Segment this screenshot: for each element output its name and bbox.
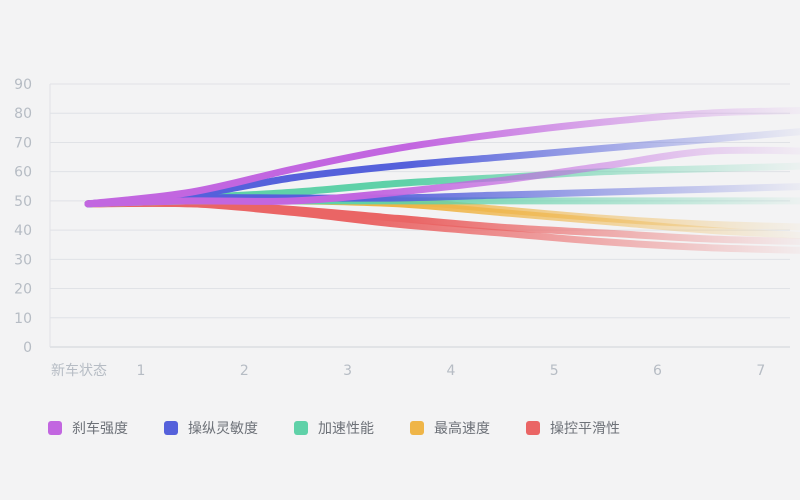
legend-label: 最高速度	[434, 421, 490, 437]
legend-label: 加速性能	[318, 421, 374, 437]
legend-item[interactable]: 最高速度	[410, 418, 490, 438]
x-tick-label: 7	[756, 363, 765, 379]
x-tick-label: 2	[240, 363, 249, 379]
y-tick-label: 30	[14, 252, 32, 268]
legend-item[interactable]: 操纵灵敏度	[164, 418, 258, 438]
x-tick-label: 4	[446, 363, 455, 379]
grid	[49, 83, 790, 348]
legend-swatch	[294, 421, 308, 435]
legend-label: 刹车强度	[72, 421, 128, 437]
y-tick-label: 20	[14, 282, 32, 298]
legend-label: 操纵灵敏度	[188, 421, 258, 437]
legend-item[interactable]: 刹车强度	[48, 418, 128, 438]
legend-item[interactable]: 操控平滑性	[526, 418, 620, 438]
series-line	[84, 107, 800, 208]
x-tick-label: 6	[653, 363, 662, 379]
y-tick-label: 0	[23, 340, 32, 356]
series-lines	[84, 107, 800, 254]
legend-label: 操控平滑性	[550, 421, 620, 437]
line-chart: 0 10 20 30 40 50 60 70 80 90 新车状态 1 2 3 4 5 6 7	[14, 77, 800, 379]
y-tick-label: 10	[14, 311, 32, 327]
y-tick-label: 80	[14, 106, 32, 122]
x-axis: 新车状态 1 2 3 4 5 6 7	[51, 362, 765, 379]
x-tick-label: 5	[550, 363, 559, 379]
y-tick-label: 50	[14, 194, 32, 210]
y-tick-label: 60	[14, 165, 32, 181]
x-tick-label: 3	[343, 363, 352, 379]
y-axis: 0 10 20 30 40 50 60 70 80 90	[14, 77, 32, 356]
legend-swatch	[48, 421, 62, 435]
y-tick-label: 40	[14, 223, 32, 239]
x-tick-label: 1	[137, 363, 146, 379]
legend-item[interactable]: 加速性能	[294, 418, 374, 438]
y-tick-label: 90	[14, 77, 32, 93]
legend-swatch	[526, 421, 540, 435]
legend-swatch	[410, 421, 424, 435]
x-tick-label: 新车状态	[51, 362, 107, 379]
series-line-secondary	[84, 146, 800, 208]
legend: 刹车强度 操纵灵敏度 加速性能 最高速度 操控平滑性	[48, 418, 656, 438]
legend-swatch	[164, 421, 178, 435]
y-tick-label: 70	[14, 135, 32, 151]
